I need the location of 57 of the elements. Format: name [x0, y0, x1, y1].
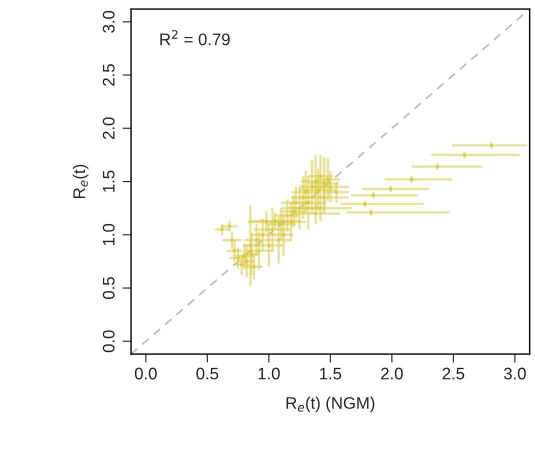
- point: [276, 238, 281, 242]
- point: [244, 260, 249, 264]
- y-tick-label: 2.5: [102, 64, 115, 86]
- point: [252, 264, 256, 269]
- point: [322, 196, 326, 200]
- point: [228, 224, 232, 228]
- x-tick-label: 2.5: [442, 368, 464, 380]
- point: [316, 188, 320, 192]
- point: [289, 220, 293, 224]
- point: [301, 196, 306, 200]
- point: [318, 174, 322, 178]
- point: [322, 182, 326, 186]
- y-tick-label: 0.5: [102, 277, 115, 299]
- y-tick-label: 1.5: [102, 170, 115, 192]
- point: [220, 228, 224, 232]
- x-tick-label: 0.0: [134, 368, 157, 380]
- point: [232, 248, 236, 253]
- point: [306, 200, 310, 205]
- point: [236, 256, 240, 260]
- point: [264, 220, 268, 224]
- point: [326, 178, 330, 182]
- point: [240, 262, 244, 266]
- x-tick-label: 0.5: [196, 368, 218, 380]
- point: [248, 244, 252, 248]
- point: [334, 190, 338, 194]
- x-axis-title: R$_{e}$(t) (NGM): [286, 396, 374, 412]
- point: [250, 252, 254, 256]
- y-tick-label: 3.0: [102, 10, 115, 33]
- point: [257, 248, 261, 253]
- point: [328, 185, 332, 189]
- point: [254, 238, 258, 242]
- x-tick-label: 1.0: [258, 368, 280, 380]
- x-tick-label: 3.0: [504, 368, 526, 380]
- point: [294, 200, 298, 205]
- x-tick-label: 2.0: [381, 368, 403, 380]
- point: [292, 210, 296, 214]
- point: [318, 206, 322, 210]
- point: [270, 228, 274, 232]
- point: [298, 206, 302, 210]
- point: [314, 180, 318, 184]
- point: [310, 185, 314, 189]
- point: [260, 232, 265, 237]
- y-tick-label: 2.0: [102, 117, 115, 140]
- point: [230, 238, 234, 242]
- point: [304, 190, 308, 194]
- point: [267, 244, 271, 248]
- y-tick-label: 1.0: [102, 224, 115, 246]
- x-tick-label: 1.5: [320, 368, 342, 380]
- point: [285, 214, 290, 218]
- y-axis-title: R$_{e}$(t): [72, 164, 88, 198]
- y-tick-label: 0.0: [102, 330, 115, 352]
- annotation: R$^{2}$ = 0.79: [160, 30, 230, 46]
- point: [314, 212, 318, 216]
- point: [273, 219, 277, 223]
- point: [242, 254, 246, 258]
- point: [282, 232, 286, 237]
- point: [279, 222, 283, 226]
